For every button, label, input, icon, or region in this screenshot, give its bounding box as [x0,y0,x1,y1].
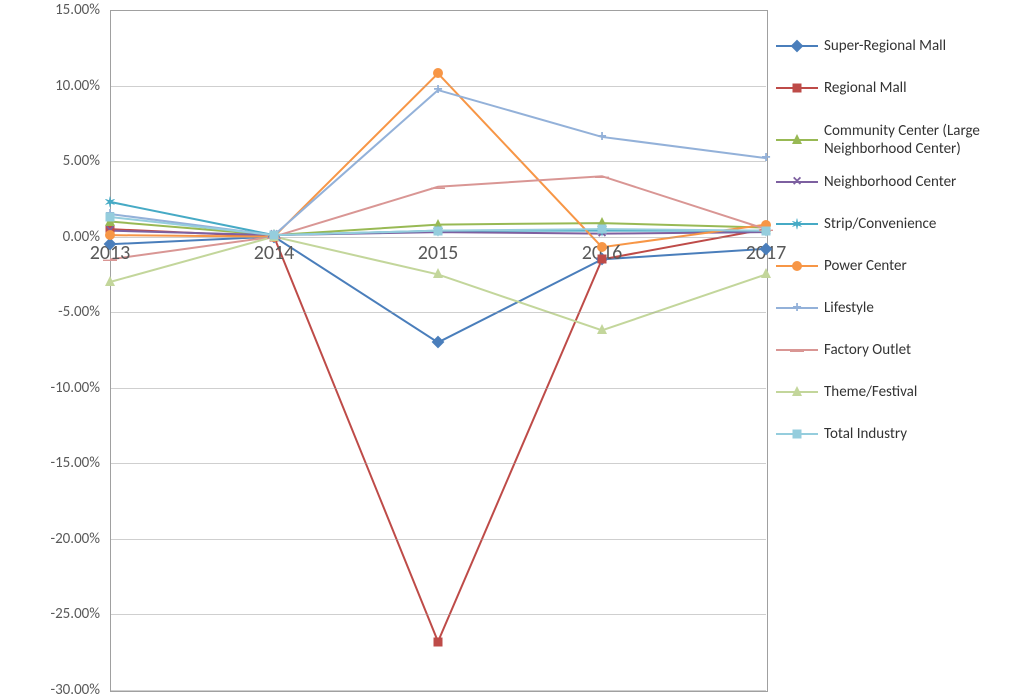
legend-swatch [776,130,818,150]
legend-label: Lifestyle [824,299,874,317]
data-marker: + [761,150,770,166]
legend-item: Regional Mall [776,78,1020,98]
data-marker [434,637,443,646]
legend-swatch: × [776,172,818,192]
legend-swatch [776,424,818,444]
data-marker: — [431,180,445,194]
legend-item: Theme/Festival [776,382,1020,402]
data-marker [597,324,607,334]
data-marker [434,226,443,235]
legend-swatch [776,78,818,98]
legend-item: Community Center (Large Neighborhood Cen… [776,120,1020,160]
data-marker: + [433,82,442,98]
data-marker [106,213,115,222]
y-tick-label: 5.00% [0,152,100,170]
legend: Super-Regional Mall Regional Mall Communit… [776,36,1020,466]
y-tick-label: -25.00% [0,605,100,623]
legend-label: Strip/Convenience [824,215,936,233]
y-tick-label: -20.00% [0,530,100,548]
legend-label: Power Center [824,257,907,275]
legend-item: Power Center [776,256,1020,276]
legend-label: Community Center (Large Neighborhood Cen… [824,122,1020,158]
y-tick-label: -5.00% [0,303,100,321]
legend-swatch: ✶ [776,214,818,234]
series-line [110,90,766,235]
legend-label: Total Industry [824,425,907,443]
y-tick-label: -30.00% [0,681,100,699]
data-marker [433,268,443,278]
chart-wrap: { "chart": { "type": "line", "background… [0,0,1024,695]
legend-item: + Lifestyle [776,298,1020,318]
legend-label: Theme/Festival [824,383,917,401]
legend-swatch [776,256,818,276]
y-tick-label: -15.00% [0,454,100,472]
legend-item: × Neighborhood Center [776,172,1020,192]
data-marker [597,242,607,252]
y-tick-label: 15.00% [0,1,100,19]
data-marker [105,276,115,286]
legend-label: Factory Outlet [824,341,911,359]
legend-item: Total Industry [776,424,1020,444]
data-marker: — [103,252,117,266]
legend-swatch: — [776,340,818,360]
data-marker [433,68,443,78]
legend-item: Super-Regional Mall [776,36,1020,56]
series-line [110,229,766,642]
data-marker [762,226,771,235]
legend-label: Neighborhood Center [824,173,956,191]
y-tick-label: 10.00% [0,77,100,95]
legend-item: — Factory Outlet [776,340,1020,360]
legend-label: Super-Regional Mall [824,37,946,55]
legend-swatch [776,36,818,56]
y-tick-label: -10.00% [0,379,100,397]
legend-label: Regional Mall [824,79,907,97]
data-marker [598,225,607,234]
data-marker [598,255,607,264]
data-marker [105,230,115,240]
data-marker: — [595,169,609,183]
data-marker [761,268,771,278]
legend-swatch: + [776,298,818,318]
legend-swatch [776,382,818,402]
x-tick-label: 2015 [408,241,468,265]
data-marker [270,231,279,240]
data-marker: + [597,129,606,145]
legend-item: ✶ Strip/Convenience [776,214,1020,234]
